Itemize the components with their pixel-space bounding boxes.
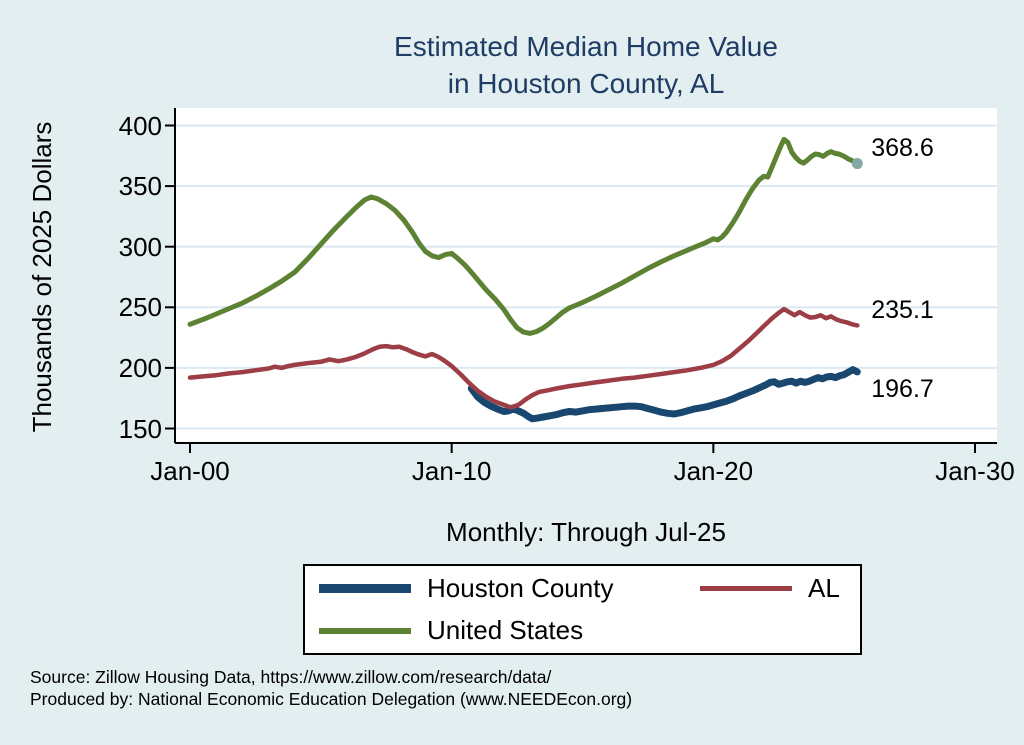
chart-title-line2: in Houston County, AL — [447, 68, 725, 99]
end-value-label-united-states: 368.6 — [871, 133, 934, 162]
legend-item-united-states: United States — [319, 615, 700, 646]
x-tick-label-Jan-20: Jan-20 — [673, 456, 754, 486]
chart-title: Estimated Median Home Value in Houston C… — [166, 28, 1006, 102]
legend-row-1: Houston County AL — [319, 568, 860, 610]
legend-label-al: AL — [808, 573, 840, 603]
legend-label-houston-county: Houston County — [427, 573, 614, 603]
series-line-united-states — [187, 136, 860, 336]
end-value-label-houston-county: 196.7 — [871, 374, 934, 403]
x-tick-label-Jan-00: Jan-00 — [150, 456, 230, 486]
y-tick-label-300: 300 — [118, 231, 162, 262]
end-value-label-al: 235.1 — [871, 296, 934, 325]
y-tick-label-150: 150 — [118, 413, 162, 444]
x-tick-label-Jan-10: Jan-10 — [411, 456, 492, 486]
source-line: Source: Zillow Housing Data, https://www… — [30, 667, 552, 687]
legend: Houston County AL United States — [303, 564, 862, 655]
al-line-swatch — [700, 586, 792, 591]
y-axis-title: Thousands of 2025 Dollars — [27, 121, 57, 433]
y-tick-label-200: 200 — [118, 352, 162, 383]
x-tick-label-Jan-30: Jan-30 — [935, 456, 1015, 486]
series-line-al — [187, 306, 860, 410]
x-axis-subtitle: Monthly: Through Jul-25 — [446, 517, 726, 547]
legend-item-houston-county: Houston County — [319, 573, 700, 604]
y-tick-label-250: 250 — [118, 292, 162, 323]
y-tick-label-350: 350 — [118, 171, 162, 202]
last-point-marker — [851, 158, 863, 170]
chart-title-line1: Estimated Median Home Value — [394, 31, 778, 62]
y-tick-label-400: 400 — [118, 110, 162, 141]
legend-label-united-states: United States — [427, 615, 584, 645]
legend-row-2: United States — [319, 610, 860, 652]
series-line-houston-county — [467, 366, 861, 423]
legend-item-al: AL — [700, 573, 840, 604]
produced-by-line: Produced by: National Economic Education… — [30, 689, 633, 709]
united-states-line-swatch — [319, 627, 411, 634]
source-note: Source: Zillow Housing Data, https://www… — [30, 666, 632, 710]
houston-county-line-swatch — [319, 584, 411, 593]
